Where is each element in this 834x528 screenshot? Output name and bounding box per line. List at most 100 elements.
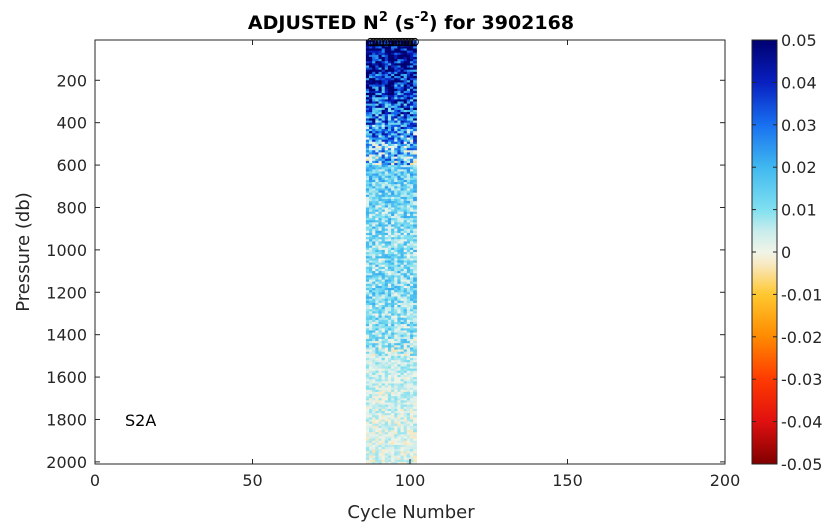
heatmap-cell (400, 101, 405, 105)
heatmap-cell (403, 133, 408, 136)
heatmap-cell (372, 177, 376, 181)
heatmap-cell (387, 256, 392, 259)
heatmap-cell (369, 385, 373, 389)
heatmap-cell (394, 283, 398, 287)
heatmap-cell (391, 408, 395, 412)
heatmap-cell (400, 135, 405, 139)
heatmap-cell (369, 105, 373, 109)
heatmap-cell (403, 124, 408, 128)
heatmap-cell (391, 254, 395, 257)
heatmap-cell (391, 203, 395, 206)
heatmap-cell (372, 427, 376, 431)
heatmap-cell (365, 88, 370, 92)
heatmap-cell (387, 218, 392, 221)
heatmap-cell (391, 84, 395, 88)
heatmap-cell (394, 381, 398, 385)
heatmap-cell (400, 374, 405, 378)
heatmap-cell (365, 69, 370, 73)
heatmap-cell (384, 271, 389, 274)
heatmap-cell (375, 179, 380, 183)
heatmap-cell (391, 179, 395, 183)
heatmap-cell (375, 171, 380, 175)
heatmap-cell (384, 50, 389, 54)
heatmap-cell (372, 338, 376, 342)
heatmap-cell (400, 451, 405, 454)
heatmap-cell (410, 194, 414, 198)
heatmap-cell (413, 432, 417, 435)
heatmap-cell (372, 152, 376, 156)
heatmap-cell (372, 368, 376, 372)
heatmap-cell (403, 76, 408, 79)
heatmap-cell (406, 61, 411, 64)
heatmap-cell (410, 368, 414, 372)
heatmap-cell (372, 298, 376, 302)
heatmap-cell (365, 315, 370, 319)
heatmap-cell (413, 154, 417, 158)
heatmap-cell (384, 444, 389, 448)
heatmap-cell (369, 205, 373, 209)
heatmap-cell (381, 201, 386, 204)
heatmap-cell (406, 158, 411, 162)
heatmap-cell (391, 319, 395, 323)
heatmap-cell (394, 341, 398, 344)
heatmap-cell (365, 162, 370, 166)
heatmap-cell (372, 283, 376, 287)
heatmap-cell (381, 88, 386, 92)
heatmap-cell (369, 273, 373, 276)
heatmap-cell (375, 63, 380, 67)
heatmap-cell (406, 175, 411, 179)
heatmap-cell (406, 86, 411, 90)
heatmap-cell (387, 76, 392, 79)
heatmap-cell (406, 192, 411, 196)
heatmap-cell (381, 65, 386, 69)
heatmap-cell (406, 107, 411, 111)
heatmap-cell (406, 154, 411, 158)
heatmap-cell (397, 288, 402, 291)
heatmap-cell (391, 423, 395, 427)
heatmap-cell (384, 266, 389, 270)
heatmap-cell (384, 222, 389, 226)
heatmap-cell (400, 453, 405, 457)
heatmap-cell (391, 406, 395, 410)
heatmap-cell (400, 391, 405, 395)
heatmap-cell (384, 160, 389, 164)
heatmap-cell (384, 78, 389, 81)
heatmap-cell (403, 194, 408, 198)
heatmap-cell (365, 192, 370, 196)
heatmap-cell (365, 281, 370, 285)
heatmap-cell (391, 275, 395, 279)
heatmap-cell (369, 154, 373, 158)
heatmap-cell (378, 326, 383, 329)
heatmap-cell (403, 300, 408, 304)
heatmap-cell (410, 372, 414, 376)
surface-markers (366, 37, 419, 47)
heatmap-cell (372, 167, 376, 170)
heatmap-cell (413, 440, 417, 444)
heatmap-cell (375, 415, 380, 418)
heatmap-cell (369, 315, 373, 319)
heatmap-cell (384, 438, 389, 442)
heatmap-cell (394, 277, 398, 281)
heatmap-cell (397, 156, 402, 160)
heatmap-cell (397, 430, 402, 433)
heatmap-cell (375, 398, 380, 401)
heatmap-cell (397, 230, 402, 234)
heatmap-cell (391, 201, 395, 204)
heatmap-cell (406, 343, 411, 346)
heatmap-cell (410, 169, 414, 173)
heatmap-cell (391, 152, 395, 156)
heatmap-cell (384, 389, 389, 393)
heatmap-cell (375, 184, 380, 187)
heatmap-cell (381, 196, 386, 200)
heatmap-cell (369, 160, 373, 164)
heatmap-cell (400, 324, 405, 327)
heatmap-cell (378, 205, 383, 209)
heatmap-cell (394, 296, 398, 300)
heatmap-cell (410, 271, 414, 274)
heatmap-cell (406, 207, 411, 211)
heatmap-cell (400, 109, 405, 113)
heatmap-cell (387, 447, 392, 450)
colorbar-fill (752, 40, 777, 464)
heatmap-cell (378, 283, 383, 287)
heatmap-cell (391, 48, 395, 52)
